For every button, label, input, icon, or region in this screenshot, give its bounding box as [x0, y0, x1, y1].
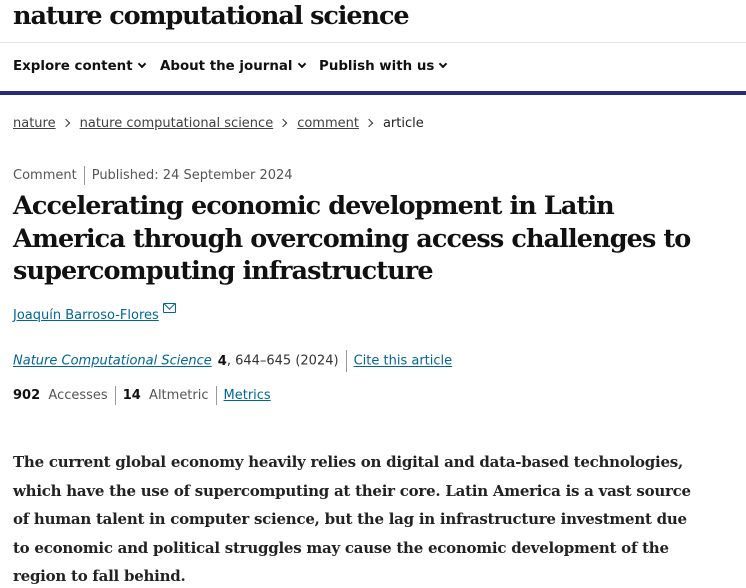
breadcrumb: nature nature computational science commen… [13, 116, 424, 131]
divider [83, 166, 85, 185]
volume-number: 4 [217, 353, 227, 369]
metrics-link[interactable]: Metrics [223, 388, 271, 403]
divider [114, 386, 116, 405]
accesses-count: 902 [13, 388, 41, 403]
chevron-right-icon [364, 118, 374, 128]
site-logo[interactable]: nature computational science [13, 0, 410, 42]
divider [345, 350, 347, 372]
nav-explore-content[interactable]: Explore content [13, 59, 146, 74]
accesses-label: Accesses [48, 388, 108, 403]
divider [215, 386, 217, 405]
breadcrumb-link-nature[interactable]: nature [13, 116, 56, 131]
author-link[interactable]: Joaquín Barroso-Flores [13, 308, 159, 323]
breadcrumb-current: article [382, 116, 424, 131]
nav-about-journal[interactable]: About the journal [160, 59, 306, 74]
main-nav: Explore content About the journal Publis… [0, 42, 746, 95]
mail-icon[interactable] [162, 303, 176, 313]
chevron-right-icon [61, 118, 70, 128]
breadcrumb-link-journal[interactable]: nature computational science [79, 116, 274, 131]
chevron-down-icon [439, 59, 448, 69]
citation-line: Nature Computational Science 4, 644–645 (… [13, 350, 452, 372]
journal-link[interactable]: Nature Computational Science [13, 353, 212, 369]
site-logo-text: nature computational science [13, 1, 410, 31]
altmetric-count: 14 [122, 388, 141, 403]
nav-explore-content-label: Explore content [13, 59, 133, 74]
article-title: Accelerating economic development in Lat… [13, 191, 691, 286]
nav-publish-with-us[interactable]: Publish with us [319, 59, 448, 74]
article-standfirst: The current global economy heavily relie… [13, 453, 691, 585]
nav-about-journal-label: About the journal [160, 59, 293, 74]
pages-year: , 644–645 (2024) [226, 353, 339, 369]
cite-article-link[interactable]: Cite this article [353, 353, 453, 369]
article-metrics: 902 Accesses 14 Altmetric Metrics [13, 386, 271, 405]
chevron-down-icon [297, 59, 306, 69]
published-date: Published: 24 September 2024 [91, 168, 293, 183]
chevron-down-icon [137, 59, 146, 69]
chevron-right-icon [278, 118, 288, 128]
article-meta: Comment Published: 24 September 2024 [13, 166, 293, 185]
breadcrumb-link-comment[interactable]: comment [297, 116, 359, 131]
article-type: Comment [13, 168, 77, 183]
nav-publish-with-us-label: Publish with us [319, 59, 435, 74]
altmetric-label: Altmetric [149, 388, 209, 403]
author-list: Joaquín Barroso-Flores [13, 303, 176, 323]
